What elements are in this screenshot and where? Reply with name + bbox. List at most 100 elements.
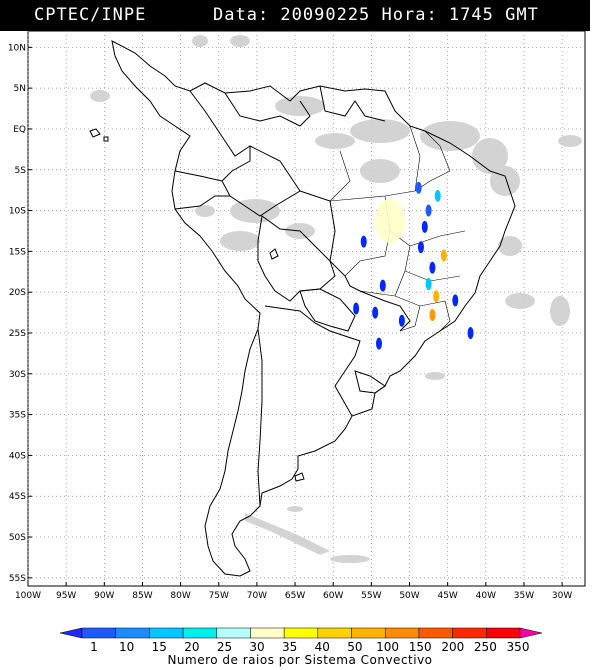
falklands bbox=[294, 472, 305, 482]
colorbar-swatch bbox=[149, 627, 184, 639]
colorbar-label: 250 bbox=[473, 640, 497, 654]
colorbar-label: 15 bbox=[151, 640, 167, 654]
map-canvas: 10N5NEQ5S10S15S20S25S30S35S40S45S50S55S … bbox=[8, 31, 586, 601]
source-label: CPTEC/INPE bbox=[34, 5, 147, 25]
colorbar-label: 10 bbox=[118, 640, 135, 654]
lightning-marker bbox=[415, 181, 422, 194]
datetime-label: Data: 20090225 Hora: 1745 GMT bbox=[213, 5, 539, 25]
longitude-label: 85W bbox=[132, 591, 152, 601]
colorbar-label: 25 bbox=[216, 640, 233, 654]
longitude-label: 60W bbox=[323, 591, 343, 601]
latitude-label: 5S bbox=[15, 166, 27, 176]
lightning-marker bbox=[353, 302, 360, 315]
colorbar-swatch bbox=[486, 627, 521, 639]
colorbar-swatch bbox=[317, 627, 352, 639]
lightning-marker bbox=[429, 261, 436, 274]
latitude-label: 30S bbox=[9, 370, 26, 380]
graticule bbox=[27, 31, 585, 586]
colorbar-label: 50 bbox=[347, 640, 363, 654]
colorbar-swatch bbox=[182, 627, 218, 639]
longitude-label: 80W bbox=[170, 591, 190, 601]
convective-area bbox=[375, 199, 405, 243]
latitude-label: 40S bbox=[9, 451, 26, 461]
brazil-border bbox=[221, 145, 411, 332]
colombia-border bbox=[174, 90, 251, 182]
longitude-label: 40W bbox=[476, 591, 496, 601]
colorbar-label: 1 bbox=[90, 640, 98, 654]
colorbar-swatch bbox=[418, 627, 453, 639]
longitude-label: 30W bbox=[552, 591, 572, 601]
cloud-cover bbox=[90, 35, 582, 563]
colorbar-swatch bbox=[519, 627, 543, 639]
colorbar-label: 30 bbox=[249, 640, 265, 654]
colorbar-label: 350 bbox=[506, 640, 530, 654]
longitude-label: 45W bbox=[437, 591, 457, 601]
longitude-label: 95W bbox=[56, 591, 76, 601]
venezuela-border bbox=[224, 92, 311, 127]
colorbar-title: Numero de raios por Sistema Convectivo bbox=[167, 653, 433, 667]
colorbar bbox=[59, 627, 543, 639]
latitude-labels: 10N 5N EQ 5S 10S 15S 20S 25S 30S 35S 40S 45S 50S 55S bbox=[8, 43, 32, 584]
colorbar-swatch bbox=[81, 627, 116, 639]
uruguay-border bbox=[354, 370, 386, 394]
latitude-label: 25S bbox=[9, 329, 26, 339]
colorbar-swatch bbox=[283, 627, 319, 639]
longitude-label: 35W bbox=[514, 591, 534, 601]
latitude-label: 5N bbox=[14, 84, 26, 94]
longitude-label: 75W bbox=[209, 591, 229, 601]
lake-titicaca bbox=[269, 248, 279, 260]
lightning-marker bbox=[425, 278, 432, 291]
galapagos bbox=[89, 128, 109, 142]
colorbar-label: 150 bbox=[408, 640, 432, 654]
colorbar-swatch bbox=[216, 627, 251, 639]
lightning-marker bbox=[429, 309, 436, 322]
colorbar-swatch bbox=[250, 627, 285, 639]
longitude-label: 90W bbox=[94, 591, 114, 601]
latitude-label: 20S bbox=[9, 288, 26, 298]
paraguay-border bbox=[299, 288, 356, 332]
lightning-marker bbox=[425, 204, 432, 217]
longitude-label: 70W bbox=[247, 591, 267, 601]
longitude-label: 50W bbox=[399, 591, 419, 601]
colorbar-swatch bbox=[59, 627, 83, 639]
colorbar-label: 35 bbox=[282, 640, 298, 654]
colorbar-swatch bbox=[351, 627, 386, 639]
latitude-label: EQ bbox=[13, 125, 26, 135]
longitude-label: 65W bbox=[285, 591, 305, 601]
latitude-label: 45S bbox=[9, 492, 26, 502]
latitude-label: 50S bbox=[9, 533, 26, 543]
lightning-marker bbox=[440, 249, 447, 262]
lightning-marker bbox=[417, 241, 424, 254]
lightning-marker bbox=[467, 326, 474, 339]
colorbar-swatch bbox=[452, 627, 487, 639]
lightning-marker bbox=[434, 189, 441, 202]
longitude-label: 100W bbox=[15, 591, 41, 601]
lightning-marker bbox=[398, 314, 405, 327]
lightning-marker bbox=[372, 306, 379, 319]
peru-border bbox=[174, 195, 230, 210]
header-bar: CPTEC/INPE Data: 20090225 Hora: 1745 GMT bbox=[0, 0, 590, 31]
lightning-markers bbox=[353, 181, 474, 350]
coastlines bbox=[89, 40, 516, 577]
argentina-border bbox=[264, 305, 361, 417]
lightning-marker bbox=[379, 279, 386, 292]
lightning-marker bbox=[360, 235, 367, 248]
lightning-marker bbox=[375, 337, 382, 350]
colorbar-label: 40 bbox=[314, 640, 330, 654]
colorbar-swatch bbox=[115, 627, 150, 639]
lightning-marker bbox=[433, 290, 440, 303]
colorbar-label: 20 bbox=[184, 640, 200, 654]
latitude-label: 55S bbox=[9, 574, 26, 584]
latitude-label: 35S bbox=[9, 411, 26, 421]
south-america-outline bbox=[111, 40, 516, 577]
guianas-border bbox=[319, 85, 386, 122]
colorbar-label: 100 bbox=[376, 640, 399, 654]
chile-border bbox=[257, 328, 263, 507]
colorbar-label: 200 bbox=[441, 640, 465, 654]
longitude-labels: 100W 95W 90W 85W 80W 75W 70W 65W 60W 55W 50W 45W 40W… bbox=[15, 582, 572, 601]
lightning-marker bbox=[421, 220, 428, 233]
latitude-label: 10S bbox=[9, 207, 26, 217]
latitude-label: 10N bbox=[8, 43, 26, 53]
longitude-label: 55W bbox=[361, 591, 381, 601]
latitude-label: 15S bbox=[9, 247, 26, 257]
